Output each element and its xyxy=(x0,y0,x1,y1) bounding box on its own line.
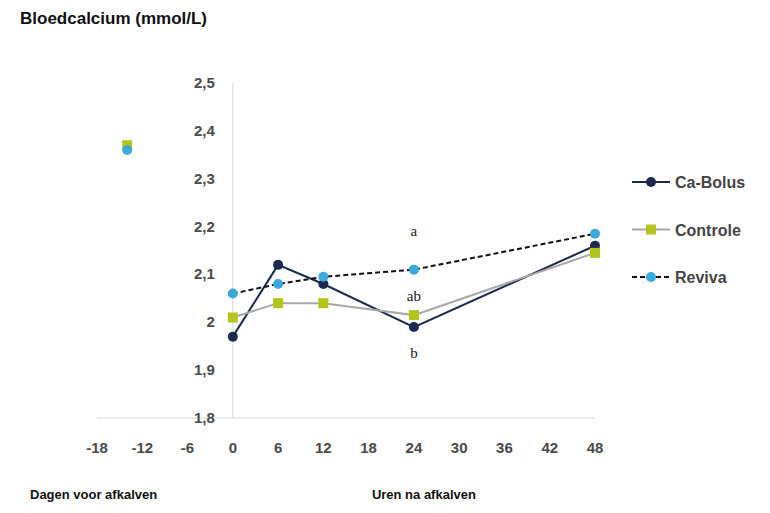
legend-marker xyxy=(646,272,656,282)
x-tick-label: 24 xyxy=(406,439,423,456)
legend-label: Ca-Bolus xyxy=(675,174,745,191)
x-tick-label: 30 xyxy=(451,439,468,456)
marker xyxy=(122,145,132,155)
x-tick-label: 42 xyxy=(541,439,558,456)
x-tick-label: 36 xyxy=(496,439,513,456)
series-line xyxy=(233,246,595,337)
x-tick-label: 12 xyxy=(315,439,332,456)
marker xyxy=(228,289,238,299)
marker xyxy=(409,322,419,332)
title: Bloedcalcium (mmol/L) xyxy=(20,9,207,28)
x-tick-label: -18 xyxy=(86,439,108,456)
legend-label: Reviva xyxy=(675,269,727,286)
y-tick-label: 2,4 xyxy=(194,122,216,139)
marker xyxy=(318,272,328,282)
x-tick-label: 18 xyxy=(360,439,377,456)
x-tick-label: 6 xyxy=(274,439,282,456)
annotation: a xyxy=(411,223,418,239)
marker xyxy=(318,298,328,308)
y-tick-label: 1,9 xyxy=(194,361,215,378)
series-line xyxy=(233,234,595,294)
marker xyxy=(228,332,238,342)
x-tick-label: -6 xyxy=(181,439,194,456)
series-line xyxy=(233,253,595,318)
chart: Bloedcalcium (mmol/L) 1,8 1,9 2 2,1 2,2 2,3 2,4… xyxy=(0,0,770,513)
marker xyxy=(273,298,283,308)
y-tick-label: 1,8 xyxy=(194,409,215,426)
marker xyxy=(273,279,283,289)
x-axis-line xyxy=(97,418,595,419)
y-axis-line xyxy=(232,83,233,418)
legend-marker xyxy=(646,177,656,187)
marker xyxy=(590,248,600,258)
y-tick-label: 2,1 xyxy=(194,265,215,282)
plot-area xyxy=(122,140,600,341)
x-tick-label: 48 xyxy=(587,439,604,456)
marker xyxy=(228,313,238,323)
annotation: ab xyxy=(407,288,421,304)
annotation: b xyxy=(410,345,418,361)
x-axis-label: Uren na afkalven xyxy=(372,487,476,502)
y-tick-label: 2,5 xyxy=(194,74,215,91)
marker xyxy=(409,310,419,320)
y-tick-label: 2,2 xyxy=(194,218,215,235)
x-tick-label: -12 xyxy=(131,439,153,456)
marker xyxy=(273,260,283,270)
y-tick-label: 2 xyxy=(206,313,214,330)
marker xyxy=(590,229,600,239)
y-tick-label: 2,3 xyxy=(194,170,215,187)
marker xyxy=(409,265,419,275)
x-axis-label-before: Dagen voor afkalven xyxy=(30,487,157,502)
legend-marker xyxy=(646,225,656,235)
x-tick-label: 0 xyxy=(229,439,237,456)
legend-label: Controle xyxy=(675,222,741,239)
